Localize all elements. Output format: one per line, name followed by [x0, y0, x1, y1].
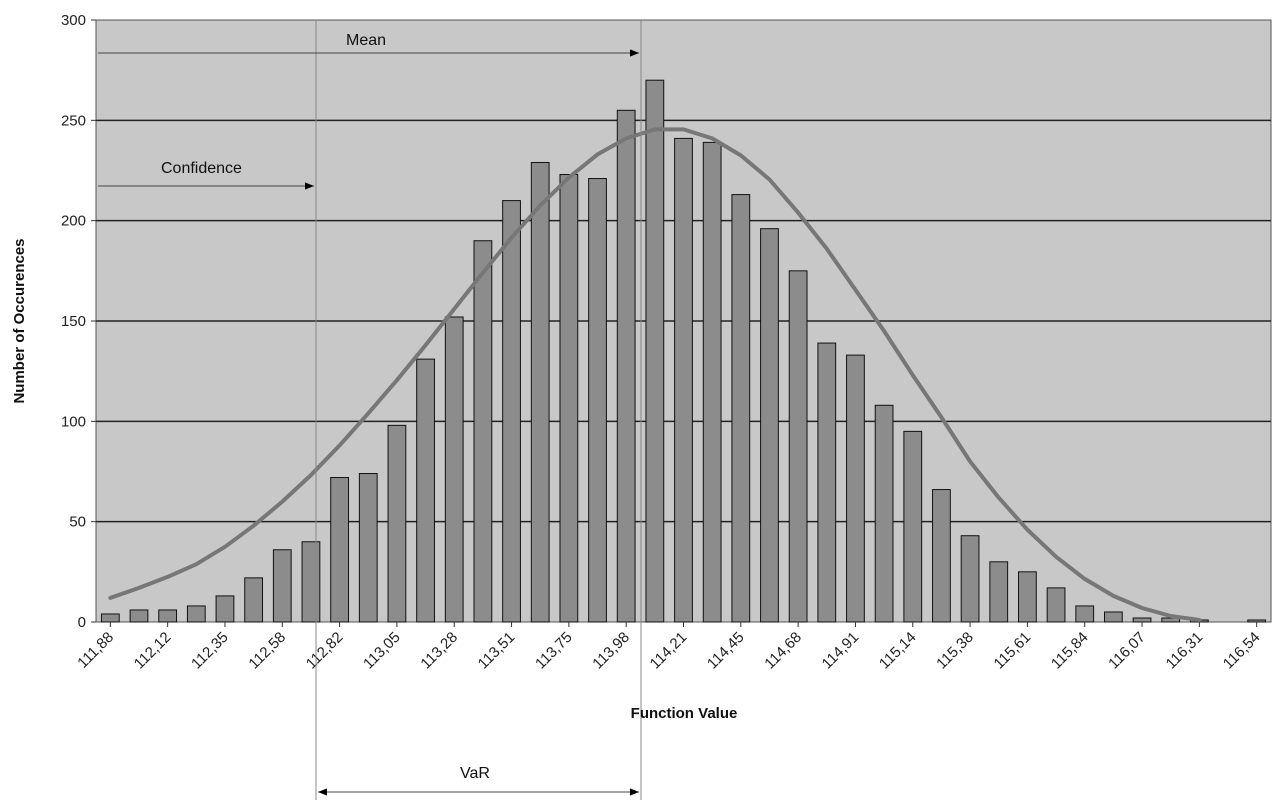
x-tick-label: 112,35	[188, 629, 232, 673]
histogram-bar	[272, 549, 292, 623]
histogram-bar	[387, 424, 407, 623]
histogram-bar	[1018, 571, 1037, 623]
histogram-bar	[731, 194, 751, 623]
histogram-bar	[502, 200, 521, 623]
histogram-bar	[932, 489, 951, 623]
y-tick-label: 250	[61, 112, 86, 129]
x-tick-label: 114,45	[704, 629, 748, 673]
histogram-bar	[645, 79, 665, 623]
x-tick-label: 116,31	[1163, 629, 1207, 673]
histogram-bar	[244, 577, 264, 623]
x-tick-label: 115,14	[876, 629, 920, 673]
histogram-bar	[616, 109, 636, 623]
histogram-bar	[1132, 617, 1152, 623]
y-tick-label: 50	[69, 514, 86, 531]
x-tick-label: 115,84	[1048, 629, 1092, 673]
histogram-bar	[158, 609, 178, 623]
x-axis-ticks: 111,88 112,12 112,35 112,58 112,82 113,05 113,…	[74, 622, 1263, 672]
fitted-curve	[108, 127, 1202, 622]
x-axis-title: Function Value	[631, 705, 738, 722]
histogram-bar	[301, 541, 321, 623]
bars	[100, 79, 1267, 623]
x-tick-label: 113,51	[475, 629, 519, 673]
histogram-bar	[960, 535, 980, 623]
histogram-bar	[129, 609, 149, 623]
histogram-bar	[846, 354, 865, 623]
x-tick-label: 113,98	[589, 629, 633, 673]
histogram-bar	[358, 473, 378, 623]
histogram-bar	[559, 174, 579, 623]
x-tick-label: 114,21	[647, 629, 691, 673]
histogram-bar	[788, 270, 808, 623]
histogram-bar	[1103, 611, 1123, 623]
confidence-annotation: Confidence	[161, 160, 242, 177]
x-tick-label: 111,88	[74, 629, 117, 672]
mean-annotation: Mean	[346, 32, 386, 49]
histogram-bar	[330, 477, 349, 623]
x-tick-label: 115,38	[933, 629, 977, 673]
histogram-bar	[215, 595, 235, 623]
histogram-bar	[588, 178, 607, 623]
histogram-bar	[874, 404, 894, 623]
histogram-bar	[416, 358, 435, 623]
x-tick-label: 112,82	[303, 629, 347, 673]
histogram-bar	[1247, 619, 1267, 623]
x-tick-label: 115,61	[991, 629, 1035, 673]
x-tick-label: 116,07	[1105, 629, 1149, 673]
y-tick-label: 300	[61, 12, 86, 29]
x-tick-label: 114,68	[761, 629, 805, 673]
y-tick-label: 200	[61, 213, 86, 230]
x-tick-label: 112,58	[245, 629, 289, 673]
x-tick-label: 113,28	[417, 629, 461, 673]
histogram-bar	[702, 141, 722, 623]
histogram-bar	[989, 561, 1009, 623]
y-tick-label: 0	[78, 614, 86, 631]
histogram-bar	[1075, 605, 1095, 623]
histogram-bar	[903, 430, 923, 623]
fitted-curve-line	[108, 127, 1202, 622]
histogram-bar	[444, 316, 464, 623]
histogram-bar	[100, 613, 120, 623]
y-axis-ticks: 0 50 100 150 200 250 300	[61, 12, 96, 631]
y-tick-label: 150	[61, 313, 86, 330]
histogram-bar	[530, 161, 550, 623]
y-axis-title: Number of Occurences	[11, 238, 28, 403]
x-tick-label: 116,54	[1220, 629, 1264, 673]
histogram-bar	[817, 342, 837, 623]
histogram-bar	[760, 228, 779, 623]
x-tick-label: 114,91	[819, 629, 863, 673]
histogram-bar	[186, 605, 206, 623]
histogram-bar	[473, 240, 493, 623]
var-annotation: VaR	[460, 765, 490, 782]
x-tick-label: 112,12	[131, 629, 175, 673]
histogram-bar	[674, 137, 693, 623]
y-tick-label: 100	[61, 413, 86, 430]
histogram-bar	[1046, 587, 1066, 623]
x-tick-label: 113,05	[360, 629, 404, 673]
x-tick-label: 113,75	[532, 629, 576, 673]
